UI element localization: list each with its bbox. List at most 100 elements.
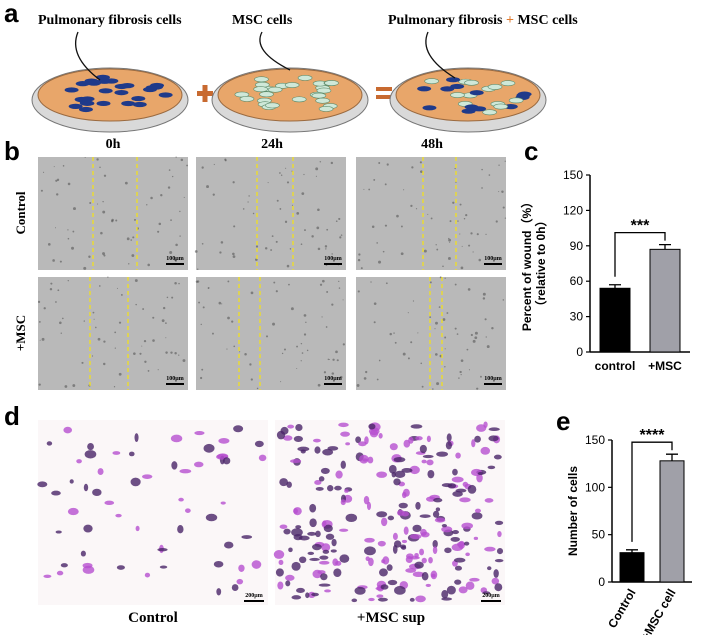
texture-dot (202, 306, 205, 309)
cell (64, 87, 79, 93)
texture-dot (283, 348, 286, 351)
cell (265, 102, 280, 109)
texture-dot (394, 341, 397, 344)
texture-dot (186, 164, 188, 167)
texture-dot (201, 166, 204, 169)
texture-dot (449, 241, 451, 243)
texture-dot (338, 217, 341, 220)
stained-cell (309, 503, 317, 513)
stained-cell (338, 422, 349, 428)
texture-dot (67, 182, 71, 186)
caption: +MSC sup (357, 610, 425, 626)
texture-dot (474, 336, 478, 340)
stained-cell (419, 548, 425, 556)
stained-cell (251, 560, 262, 569)
texture-dot (59, 260, 62, 263)
texture-dot (227, 316, 230, 320)
stained-cell (401, 511, 409, 517)
y-tick-label: 150 (563, 168, 583, 182)
stained-cell (362, 458, 368, 462)
scale-label: 100μm (324, 256, 341, 262)
texture-dot (250, 291, 254, 295)
texture-dot (150, 196, 153, 200)
stained-cell (432, 539, 438, 549)
texture-dot (72, 384, 76, 387)
texture-dot (461, 245, 463, 247)
texture-dot (331, 372, 335, 375)
texture-dot (41, 337, 45, 341)
stained-cell (43, 574, 52, 578)
stained-cell (368, 423, 376, 430)
texture-dot (311, 235, 314, 238)
texture-dot (152, 339, 155, 342)
texture-dot (171, 296, 174, 299)
texture-dot (174, 282, 177, 285)
stained-cell (484, 498, 494, 503)
texture-dot (131, 254, 135, 257)
texture-dot (429, 281, 432, 284)
y-tick-label: 60 (570, 274, 584, 288)
stained-cell (445, 441, 452, 450)
texture-dot (158, 222, 162, 226)
stained-cell (430, 570, 438, 580)
stained-cell (465, 581, 475, 590)
stained-cell (179, 469, 192, 474)
texture-dot (452, 201, 455, 204)
stained-cell (378, 433, 383, 439)
stained-cell (380, 584, 389, 590)
stained-cell (320, 573, 328, 581)
texture-dot (459, 370, 462, 374)
stained-cell (297, 446, 310, 452)
caption: Control (128, 610, 178, 626)
texture-dot (303, 173, 305, 176)
texture-dot (134, 218, 136, 221)
texture-dot (232, 255, 236, 258)
texture-dot (220, 241, 224, 244)
stained-cell (420, 531, 430, 538)
stained-cell (60, 563, 68, 568)
texture-dot (232, 252, 235, 256)
texture-dot (371, 225, 375, 228)
scale-label: 200μm (482, 593, 499, 599)
texture-dot (402, 352, 406, 356)
texture-dot (168, 169, 171, 171)
texture-dot (476, 387, 479, 390)
stained-cell (446, 585, 456, 595)
stained-cell (296, 587, 305, 593)
stained-cell (454, 565, 462, 571)
stained-cell (421, 572, 429, 581)
stained-cell (291, 595, 302, 600)
texture-dot (491, 326, 494, 330)
texture-dot (114, 347, 116, 349)
cell (487, 84, 503, 90)
label-part: MSC cells (517, 13, 578, 28)
stained-cell (314, 480, 322, 485)
texture-dot (386, 163, 389, 166)
texture-dot (327, 358, 330, 361)
stained-cell (142, 474, 153, 479)
stained-cell (434, 517, 446, 523)
texture-dot (183, 196, 185, 199)
stained-cell (446, 433, 452, 442)
pointer-arrow (425, 31, 456, 79)
texture-dot (384, 224, 388, 227)
stained-cell (436, 451, 449, 457)
texture-dot (442, 318, 446, 321)
texture-dot (103, 174, 107, 177)
texture-dot (102, 252, 105, 256)
texture-dot (116, 287, 119, 289)
texture-dot (171, 175, 174, 178)
texture-dot (438, 306, 441, 308)
bar (619, 552, 645, 583)
texture-dot (62, 165, 65, 167)
stained-cell (134, 433, 139, 442)
texture-dot (316, 226, 320, 230)
panel-letter: a (4, 0, 19, 28)
scale-label: 200μm (245, 593, 262, 599)
scale-label: 100μm (484, 256, 501, 262)
stained-cell (233, 425, 244, 433)
texture-dot (325, 326, 328, 328)
texture-dot (92, 311, 95, 314)
stained-cell (488, 435, 499, 442)
texture-dot (212, 332, 214, 335)
